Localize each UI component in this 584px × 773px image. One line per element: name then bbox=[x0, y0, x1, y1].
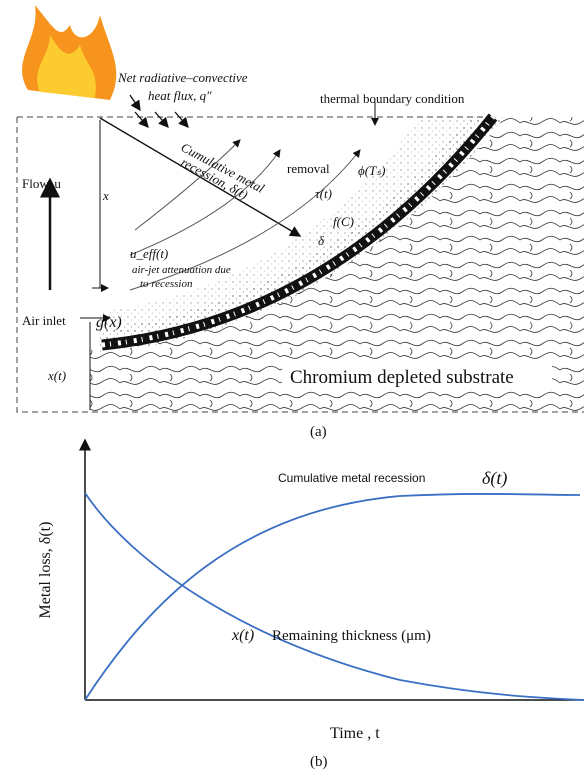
label: to recession bbox=[140, 278, 193, 290]
label: Flow, u bbox=[22, 176, 61, 191]
y-axis-label: Metal loss, δ(t) bbox=[37, 522, 54, 619]
label: thermal boundary condition bbox=[320, 91, 465, 106]
label: x bbox=[102, 188, 109, 203]
label: air-jet attenuation due bbox=[132, 264, 231, 276]
figure: Net radiative–convective heat flux, q″ t… bbox=[0, 0, 584, 773]
label: g(x) bbox=[96, 314, 122, 331]
panel-label: (a) bbox=[310, 424, 327, 440]
label: f(C) bbox=[333, 214, 354, 229]
label: x(t) bbox=[231, 627, 254, 644]
remaining-curve bbox=[85, 493, 584, 700]
label: removal bbox=[287, 161, 330, 176]
label: u_eff(t) bbox=[130, 246, 168, 261]
label: Cumulative metal recession bbox=[278, 471, 425, 485]
label: ϕ(Tₛ) bbox=[358, 163, 385, 178]
label: τ(t) bbox=[315, 186, 332, 201]
label: δ(t) bbox=[482, 468, 507, 489]
panel-label: (b) bbox=[310, 754, 328, 770]
label: x(t) bbox=[47, 368, 66, 383]
label: δ bbox=[318, 233, 325, 248]
label: Air inlet bbox=[22, 313, 66, 328]
label: Remaining thickness (μm) bbox=[272, 628, 431, 644]
label: Net radiative–convective bbox=[117, 70, 248, 85]
label: heat flux, q″ bbox=[148, 88, 212, 103]
x-axis-label: Time , t bbox=[330, 725, 380, 742]
x-dimension bbox=[92, 120, 108, 288]
recession-curve bbox=[85, 494, 580, 700]
label: Chromium depleted substrate bbox=[290, 367, 514, 388]
